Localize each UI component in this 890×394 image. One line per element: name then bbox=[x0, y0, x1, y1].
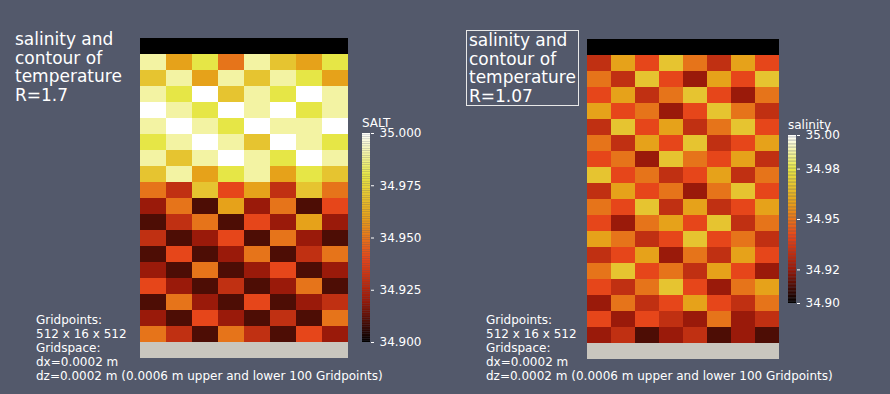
html-text:salinity and contour of temper: salinity and contour of temperature R=1.… bbox=[469, 30, 576, 106]
svg-text:34.950: 34.950 bbox=[380, 231, 422, 245]
html-text:salinity and contour of temper: salinity and contour of temperature R=1.… bbox=[15, 29, 122, 105]
svg-text:34.925: 34.925 bbox=[380, 283, 422, 297]
svg-text:34.92: 34.92 bbox=[806, 263, 840, 277]
svg-text:34.95: 34.95 bbox=[806, 212, 840, 226]
svg-text:34.98: 34.98 bbox=[806, 162, 840, 176]
svg-text:35.000: 35.000 bbox=[379, 126, 422, 141]
svg-text:35.00: 35.00 bbox=[805, 128, 840, 143]
html-text:SALT: SALT bbox=[362, 116, 391, 130]
html-text:salinity: salinity bbox=[788, 118, 831, 132]
html-text:Gridpoints: 512 x 16 x 512 Gri: Gridpoints: 512 x 16 x 512 Gridspace: dx… bbox=[36, 313, 383, 383]
svg-text:34.975: 34.975 bbox=[380, 179, 422, 193]
svg-text:34.900: 34.900 bbox=[380, 335, 422, 349]
svg-text:34.90: 34.90 bbox=[806, 296, 840, 310]
html-text:Gridpoints: 512 x 16 x 512 Gri: Gridpoints: 512 x 16 x 512 Gridspace: dx… bbox=[486, 313, 833, 383]
